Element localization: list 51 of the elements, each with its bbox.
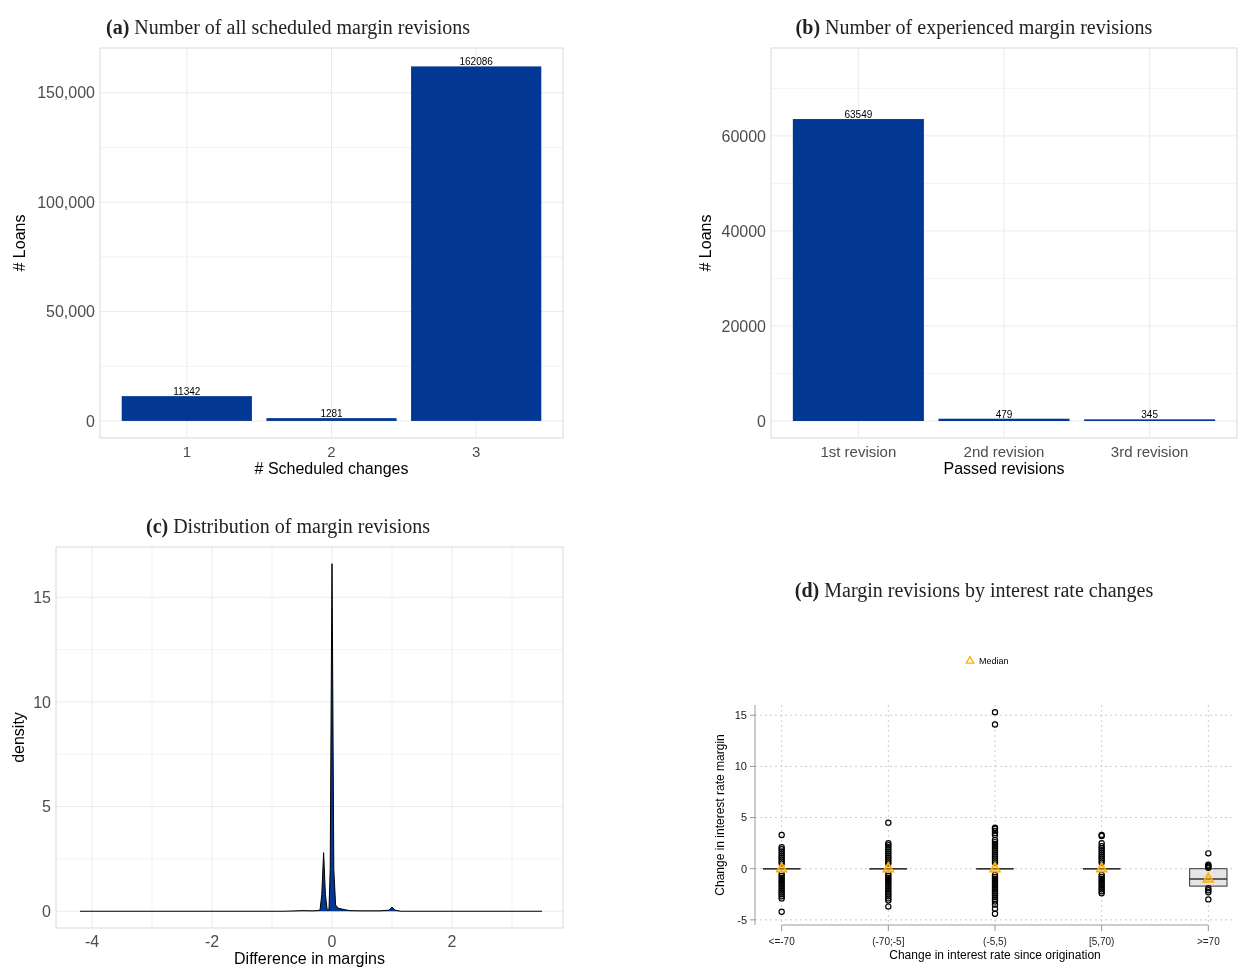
chart-title: (d) Margin revisions by interest rate changes (794, 579, 1154, 602)
y-tick-label: 0 (42, 902, 52, 920)
y-tick-label: 20000 (721, 317, 767, 335)
chart-title: (b) Number of experienced margin revisions (795, 16, 1153, 39)
y-tick-label: 60000 (721, 127, 767, 145)
x-tick-label: (-5,5) (983, 936, 1007, 947)
x-axis-title: Change in interest rate since origination (889, 948, 1101, 962)
x-tick-label: -2 (204, 933, 220, 950)
legend-label: Median (979, 656, 1009, 667)
x-tick-label: 1st revision (820, 443, 897, 460)
y-tick-label: 100,000 (37, 193, 96, 211)
data-label: 162086 (459, 56, 494, 68)
x-tick-label: 3 (472, 443, 481, 460)
x-tick-label: 2 (447, 933, 457, 950)
y-tick-label: 10 (33, 693, 52, 711)
x-tick-label: [5,70) (1088, 936, 1115, 947)
y-tick-label: 50,000 (46, 303, 96, 321)
x-axis-title: Passed revisions (943, 460, 1065, 477)
y-axis-title: # Loans (11, 214, 28, 272)
y-tick-label: -5 (737, 913, 747, 926)
chart-title: (a) Number of all scheduled margin revisions (106, 16, 471, 39)
x-tick-label: 2 (327, 443, 336, 460)
x-tick-label: -4 (84, 933, 100, 950)
x-tick-label: >=70 (1196, 936, 1221, 947)
y-tick-label: 5 (740, 811, 747, 824)
x-tick-label: (-70;-5] (872, 936, 905, 947)
y-axis-title: Change in interest rate margin (713, 734, 727, 896)
data-label: 11342 (173, 386, 201, 398)
y-tick-label: 40000 (721, 222, 767, 240)
x-axis-title: Difference in margins (234, 950, 385, 967)
x-tick-label: 3rd revision (1110, 443, 1189, 460)
y-axis-title: density (10, 712, 27, 763)
y-tick-label: 150,000 (37, 84, 96, 102)
y-tick-label: 15 (33, 588, 52, 606)
chart-title: (c) Distribution of margin revisions (145, 515, 431, 538)
data-label: 63549 (844, 109, 873, 121)
data-label: 345 (1141, 409, 1159, 421)
x-axis-title: # Scheduled changes (254, 460, 409, 477)
x-tick-label: 0 (327, 933, 337, 950)
y-tick-label: 0 (86, 412, 96, 430)
x-tick-label: 1 (182, 443, 191, 460)
x-tick-label: 2nd revision (963, 443, 1045, 460)
y-tick-label: 5 (42, 798, 52, 816)
x-tick-label: <=-70 (768, 936, 796, 947)
y-tick-label: 10 (734, 760, 747, 773)
y-tick-label: 0 (757, 412, 767, 430)
y-tick-label: 0 (740, 862, 747, 875)
data-label: 479 (995, 408, 1013, 420)
y-tick-label: 15 (734, 709, 747, 722)
y-axis-title: # Loans (697, 214, 714, 272)
data-label: 1281 (320, 408, 344, 420)
